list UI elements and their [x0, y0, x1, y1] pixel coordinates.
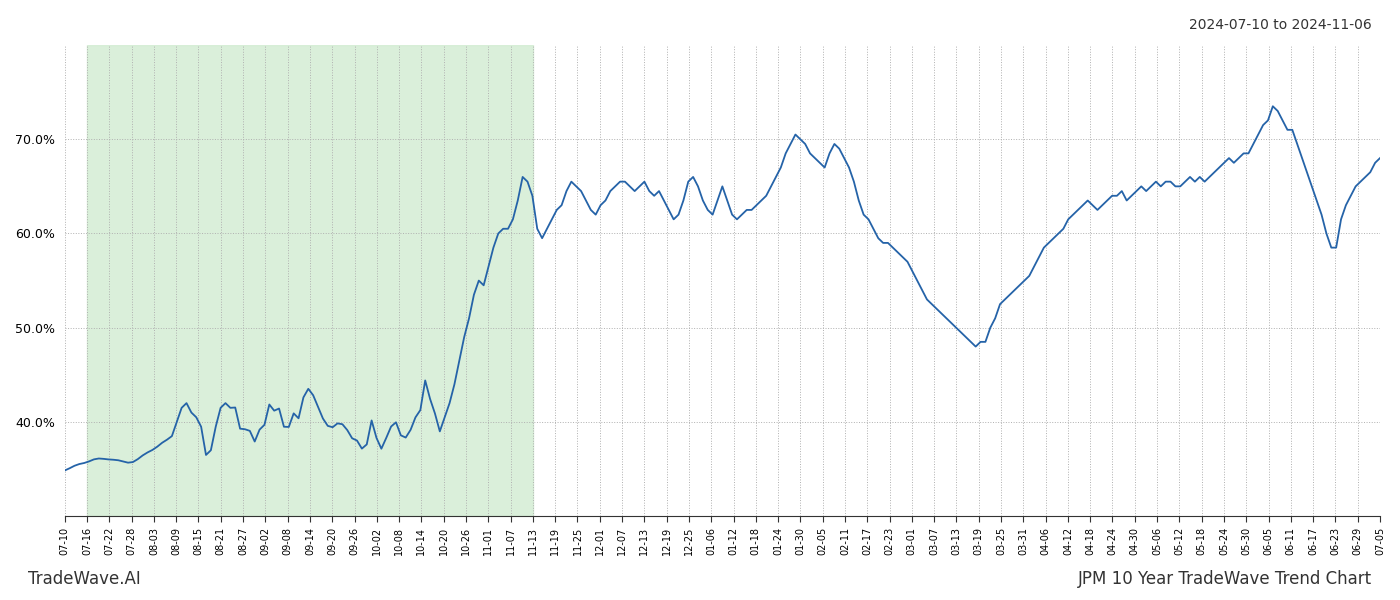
- Text: 2024-07-10 to 2024-11-06: 2024-07-10 to 2024-11-06: [1189, 18, 1372, 32]
- Text: TradeWave.AI: TradeWave.AI: [28, 570, 141, 588]
- Bar: [87, 45, 533, 516]
- Text: JPM 10 Year TradeWave Trend Chart: JPM 10 Year TradeWave Trend Chart: [1078, 570, 1372, 588]
